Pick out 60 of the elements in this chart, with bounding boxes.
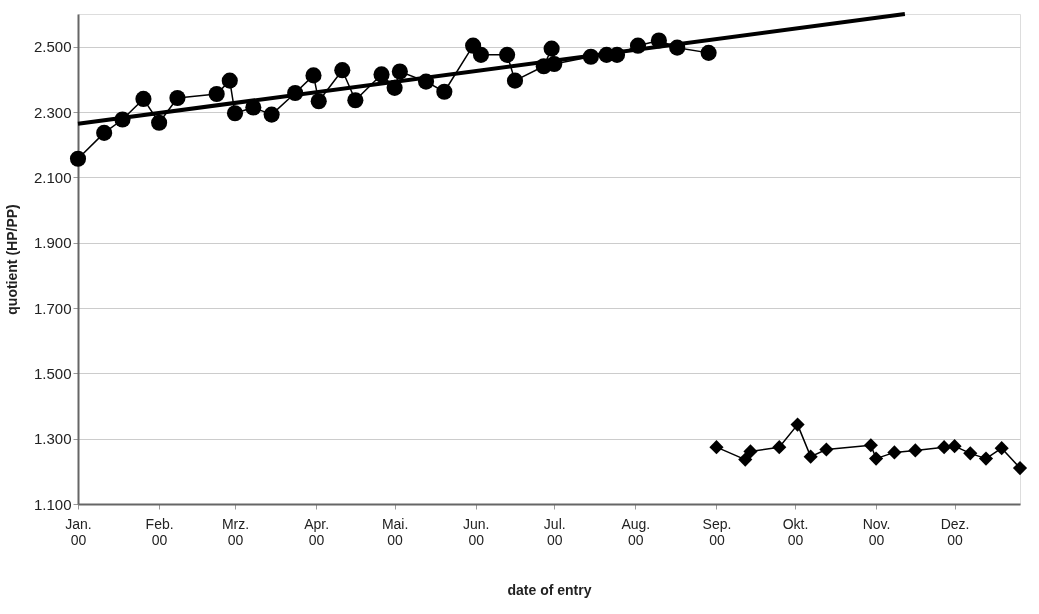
- x-tick-label: Mai. 00: [381, 515, 409, 548]
- point: [334, 62, 351, 79]
- y-tick-label: 1.300: [33, 430, 72, 448]
- point: [994, 441, 1009, 456]
- point: [472, 46, 490, 63]
- point: [347, 92, 364, 109]
- x-tick-label: Aug. 00: [621, 515, 651, 548]
- x-tick-label: Sep. 00: [702, 515, 732, 548]
- point: [772, 440, 787, 455]
- point: [963, 446, 978, 461]
- point: [790, 417, 805, 432]
- point: [869, 451, 884, 466]
- point: [908, 443, 923, 458]
- point: [391, 63, 408, 80]
- point: [937, 440, 952, 455]
- x-tick-label: Jul. 00: [543, 515, 566, 548]
- point: [263, 106, 280, 123]
- point: [169, 89, 186, 106]
- point: [373, 66, 390, 83]
- point: [69, 150, 87, 167]
- point: [436, 83, 453, 100]
- y-tick-label: 1.700: [33, 299, 72, 317]
- point: [863, 438, 878, 453]
- point: [226, 105, 244, 122]
- point: [887, 445, 902, 460]
- point: [151, 114, 168, 131]
- point: [305, 67, 322, 84]
- point: [96, 124, 113, 141]
- point: [743, 444, 758, 459]
- point: [700, 44, 717, 61]
- y-tick-label: 2.500: [33, 38, 72, 56]
- x-tick-label: Dez. 00: [940, 515, 970, 548]
- point: [947, 439, 962, 454]
- x-tick-label: Nov. 00: [862, 515, 891, 548]
- y-tick-label: 1.900: [33, 234, 72, 252]
- point: [499, 46, 516, 63]
- point: [310, 93, 327, 110]
- point: [1012, 461, 1028, 476]
- y-tick-label: 1.500: [33, 364, 72, 382]
- y-tick-label: 2.300: [33, 103, 72, 121]
- point: [819, 442, 834, 457]
- y-tick-label: 2.100: [33, 168, 72, 186]
- x-tick-label: Jan. 00: [65, 515, 92, 548]
- point: [221, 72, 238, 89]
- point: [208, 85, 225, 103]
- point: [543, 40, 560, 57]
- x-tick-label: Okt. 00: [782, 515, 809, 548]
- x-tick-label: Jun. 00: [463, 515, 490, 548]
- x-tick-label: Feb. 00: [145, 515, 174, 548]
- point: [506, 72, 524, 89]
- point: [135, 90, 152, 107]
- x-tick-label: Apr. 00: [304, 515, 330, 548]
- point: [803, 449, 818, 464]
- point: [709, 440, 724, 455]
- x-axis-title: date of entry: [507, 581, 592, 598]
- point: [978, 451, 994, 466]
- y-tick-label: 1.100: [33, 495, 72, 513]
- point: [738, 452, 753, 467]
- y-axis-title: quotient (HP/PP): [3, 204, 20, 315]
- x-tick-label: Mrz. 00: [221, 515, 250, 548]
